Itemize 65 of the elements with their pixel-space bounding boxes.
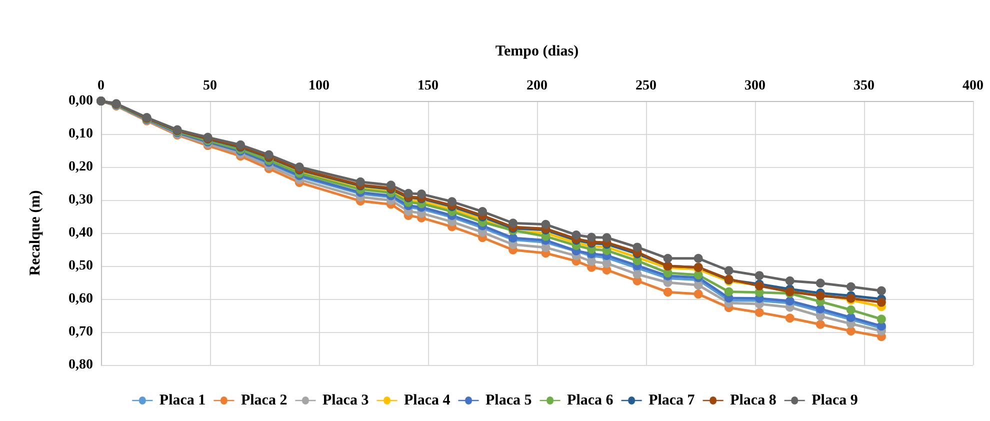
- legend-label: Placa 7: [648, 392, 696, 408]
- y-tick-label: 0,10: [68, 126, 93, 142]
- point: [694, 270, 703, 280]
- point: [876, 286, 886, 296]
- point: [785, 276, 794, 286]
- x-tick-label: 200: [526, 78, 548, 94]
- point: [632, 242, 642, 252]
- point: [587, 256, 596, 266]
- point: [663, 288, 672, 297]
- x-tick-label: 50: [203, 78, 217, 94]
- point: [724, 266, 734, 276]
- point: [356, 177, 365, 186]
- x-tick-label: 0: [98, 78, 104, 94]
- point: [404, 188, 413, 198]
- point: [572, 230, 581, 240]
- legend-label: Placa 2: [240, 392, 288, 408]
- point: [602, 233, 612, 242]
- x-tick-label: 300: [744, 78, 766, 94]
- x-tick-label: 100: [308, 78, 330, 94]
- point: [416, 190, 426, 199]
- point: [694, 290, 703, 299]
- y-tick-label: 0,70: [68, 324, 93, 340]
- point: [694, 280, 703, 290]
- point: [816, 320, 825, 329]
- y-tick-label: 0,20: [68, 160, 93, 174]
- y-axis-title: Recalque (m): [28, 190, 44, 276]
- point: [876, 314, 886, 324]
- point: [447, 197, 456, 206]
- y-tick-label: 0,80: [68, 358, 93, 372]
- x-tick-label: 250: [636, 78, 656, 94]
- point: [541, 220, 550, 229]
- point: [724, 287, 734, 296]
- point: [785, 314, 794, 323]
- legend-label: Placa 6: [567, 392, 614, 408]
- point: [632, 270, 642, 279]
- point: [876, 298, 886, 307]
- point: [663, 254, 672, 263]
- point: [846, 282, 856, 292]
- point: [846, 326, 856, 336]
- legend-label: Placa 9: [812, 392, 858, 408]
- legend-label: Placa 4: [404, 392, 451, 408]
- point: [478, 207, 487, 216]
- point: [754, 271, 764, 280]
- point: [294, 162, 304, 172]
- point: [754, 308, 764, 318]
- x-tick-label: 400: [962, 78, 984, 94]
- x-tick-label: 350: [854, 78, 874, 94]
- point: [587, 232, 596, 242]
- x-axis-title: Tempo (dias): [495, 44, 579, 60]
- y-tick-label: 0,40: [68, 226, 93, 240]
- y-tick-label: 0,30: [68, 192, 93, 208]
- point: [508, 218, 518, 228]
- legend-label: Placa 8: [730, 392, 776, 408]
- point: [846, 305, 856, 314]
- y-tick-label: 0,60: [68, 292, 93, 306]
- x-tick-label: 150: [418, 78, 438, 94]
- point: [386, 180, 396, 190]
- y-tick-label: 0,50: [68, 258, 93, 274]
- point: [816, 278, 825, 288]
- legend-label: Placa 5: [486, 392, 532, 408]
- y-tick-label: 0,00: [68, 94, 93, 108]
- legend-label: Placa 3: [322, 392, 369, 408]
- point: [694, 254, 703, 263]
- legend-label: Placa 1: [159, 392, 206, 408]
- point: [816, 304, 825, 314]
